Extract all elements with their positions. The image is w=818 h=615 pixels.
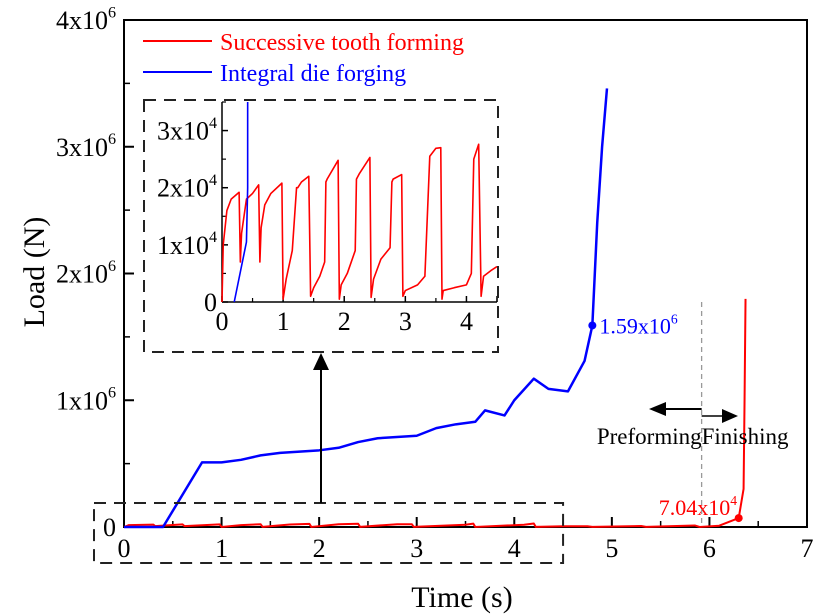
finishing-label: Finishing: [702, 424, 789, 449]
annotation-label-7-04e4: 7.04x104: [659, 493, 738, 520]
main-annotations: 1.59x106 7.04x104 Preforming Finishing: [588, 302, 789, 527]
x-tick-label: 7: [801, 534, 814, 563]
annotation-marker-7-04e4: [734, 514, 743, 523]
preforming-label: Preforming: [597, 424, 702, 449]
x-tick-label: 0: [118, 534, 131, 563]
inset-series-line-successive-tooth-forming: [221, 143, 498, 303]
x-tick-label: 6: [703, 534, 716, 563]
x-tick-label: 3: [410, 534, 423, 563]
finishing-arrow-head: [722, 409, 738, 423]
inset-x-tick-label: 1: [277, 307, 290, 336]
inset-x-tick-label: 2: [338, 307, 351, 336]
inset-x-tick-label: 4: [460, 307, 473, 336]
x-tick-label: 4: [508, 534, 521, 563]
inset-series-line-integral-die-forging: [233, 102, 249, 303]
annotation-marker-1-59e6: [588, 321, 597, 330]
inset-series-group: [221, 102, 498, 303]
zoom-region-dashed-box: [93, 502, 565, 564]
y-tick-label: 4x106: [56, 4, 116, 35]
main-axes: 0 1 2 3 4 5 6 7 0 1x106 2x106 3x106 4x106: [56, 4, 814, 563]
inset-background: [220, 100, 499, 306]
x-tick-label: 1: [215, 534, 228, 563]
x-tick-label: 2: [313, 534, 326, 563]
inset-y-tick-label: 0: [204, 288, 217, 317]
inset-axes: 0 1 2 3 4 0 1x104 2x104 3x104: [157, 100, 499, 336]
zoom-arrow-head: [313, 353, 329, 370]
x-axis-title: Time (s): [411, 581, 512, 614]
series-line-successive-tooth-forming: [123, 298, 747, 528]
inset-y-tick-label: 2x104: [157, 172, 217, 203]
preforming-arrow-head: [649, 402, 666, 416]
y-tick-label: 3x106: [56, 131, 116, 162]
inset-dashed-frame: [143, 99, 499, 353]
x-tick-label: 5: [605, 534, 618, 563]
main-series-group: [123, 88, 747, 529]
y-tick-label: 2x106: [56, 258, 116, 289]
y-tick-label: 1x106: [56, 385, 116, 416]
inset-x-tick-label: 0: [216, 307, 229, 336]
inset-x-tick-label: 3: [399, 307, 412, 336]
y-tick-label: 0: [103, 513, 116, 542]
series-line-integral-die-forging: [124, 88, 609, 529]
inset-y-tick-label: 1x104: [157, 229, 217, 260]
y-axis-title: Load (N): [18, 217, 51, 328]
legend-label-integral: Integral die forging: [220, 61, 406, 87]
legend-label-successive: Successive tooth forming: [220, 30, 464, 56]
inset-y-tick-label: 3x104: [157, 115, 217, 146]
legend: Successive tooth forming Integral die fo…: [143, 30, 464, 87]
annotation-label-1-59e6: 1.59x106: [599, 312, 678, 339]
